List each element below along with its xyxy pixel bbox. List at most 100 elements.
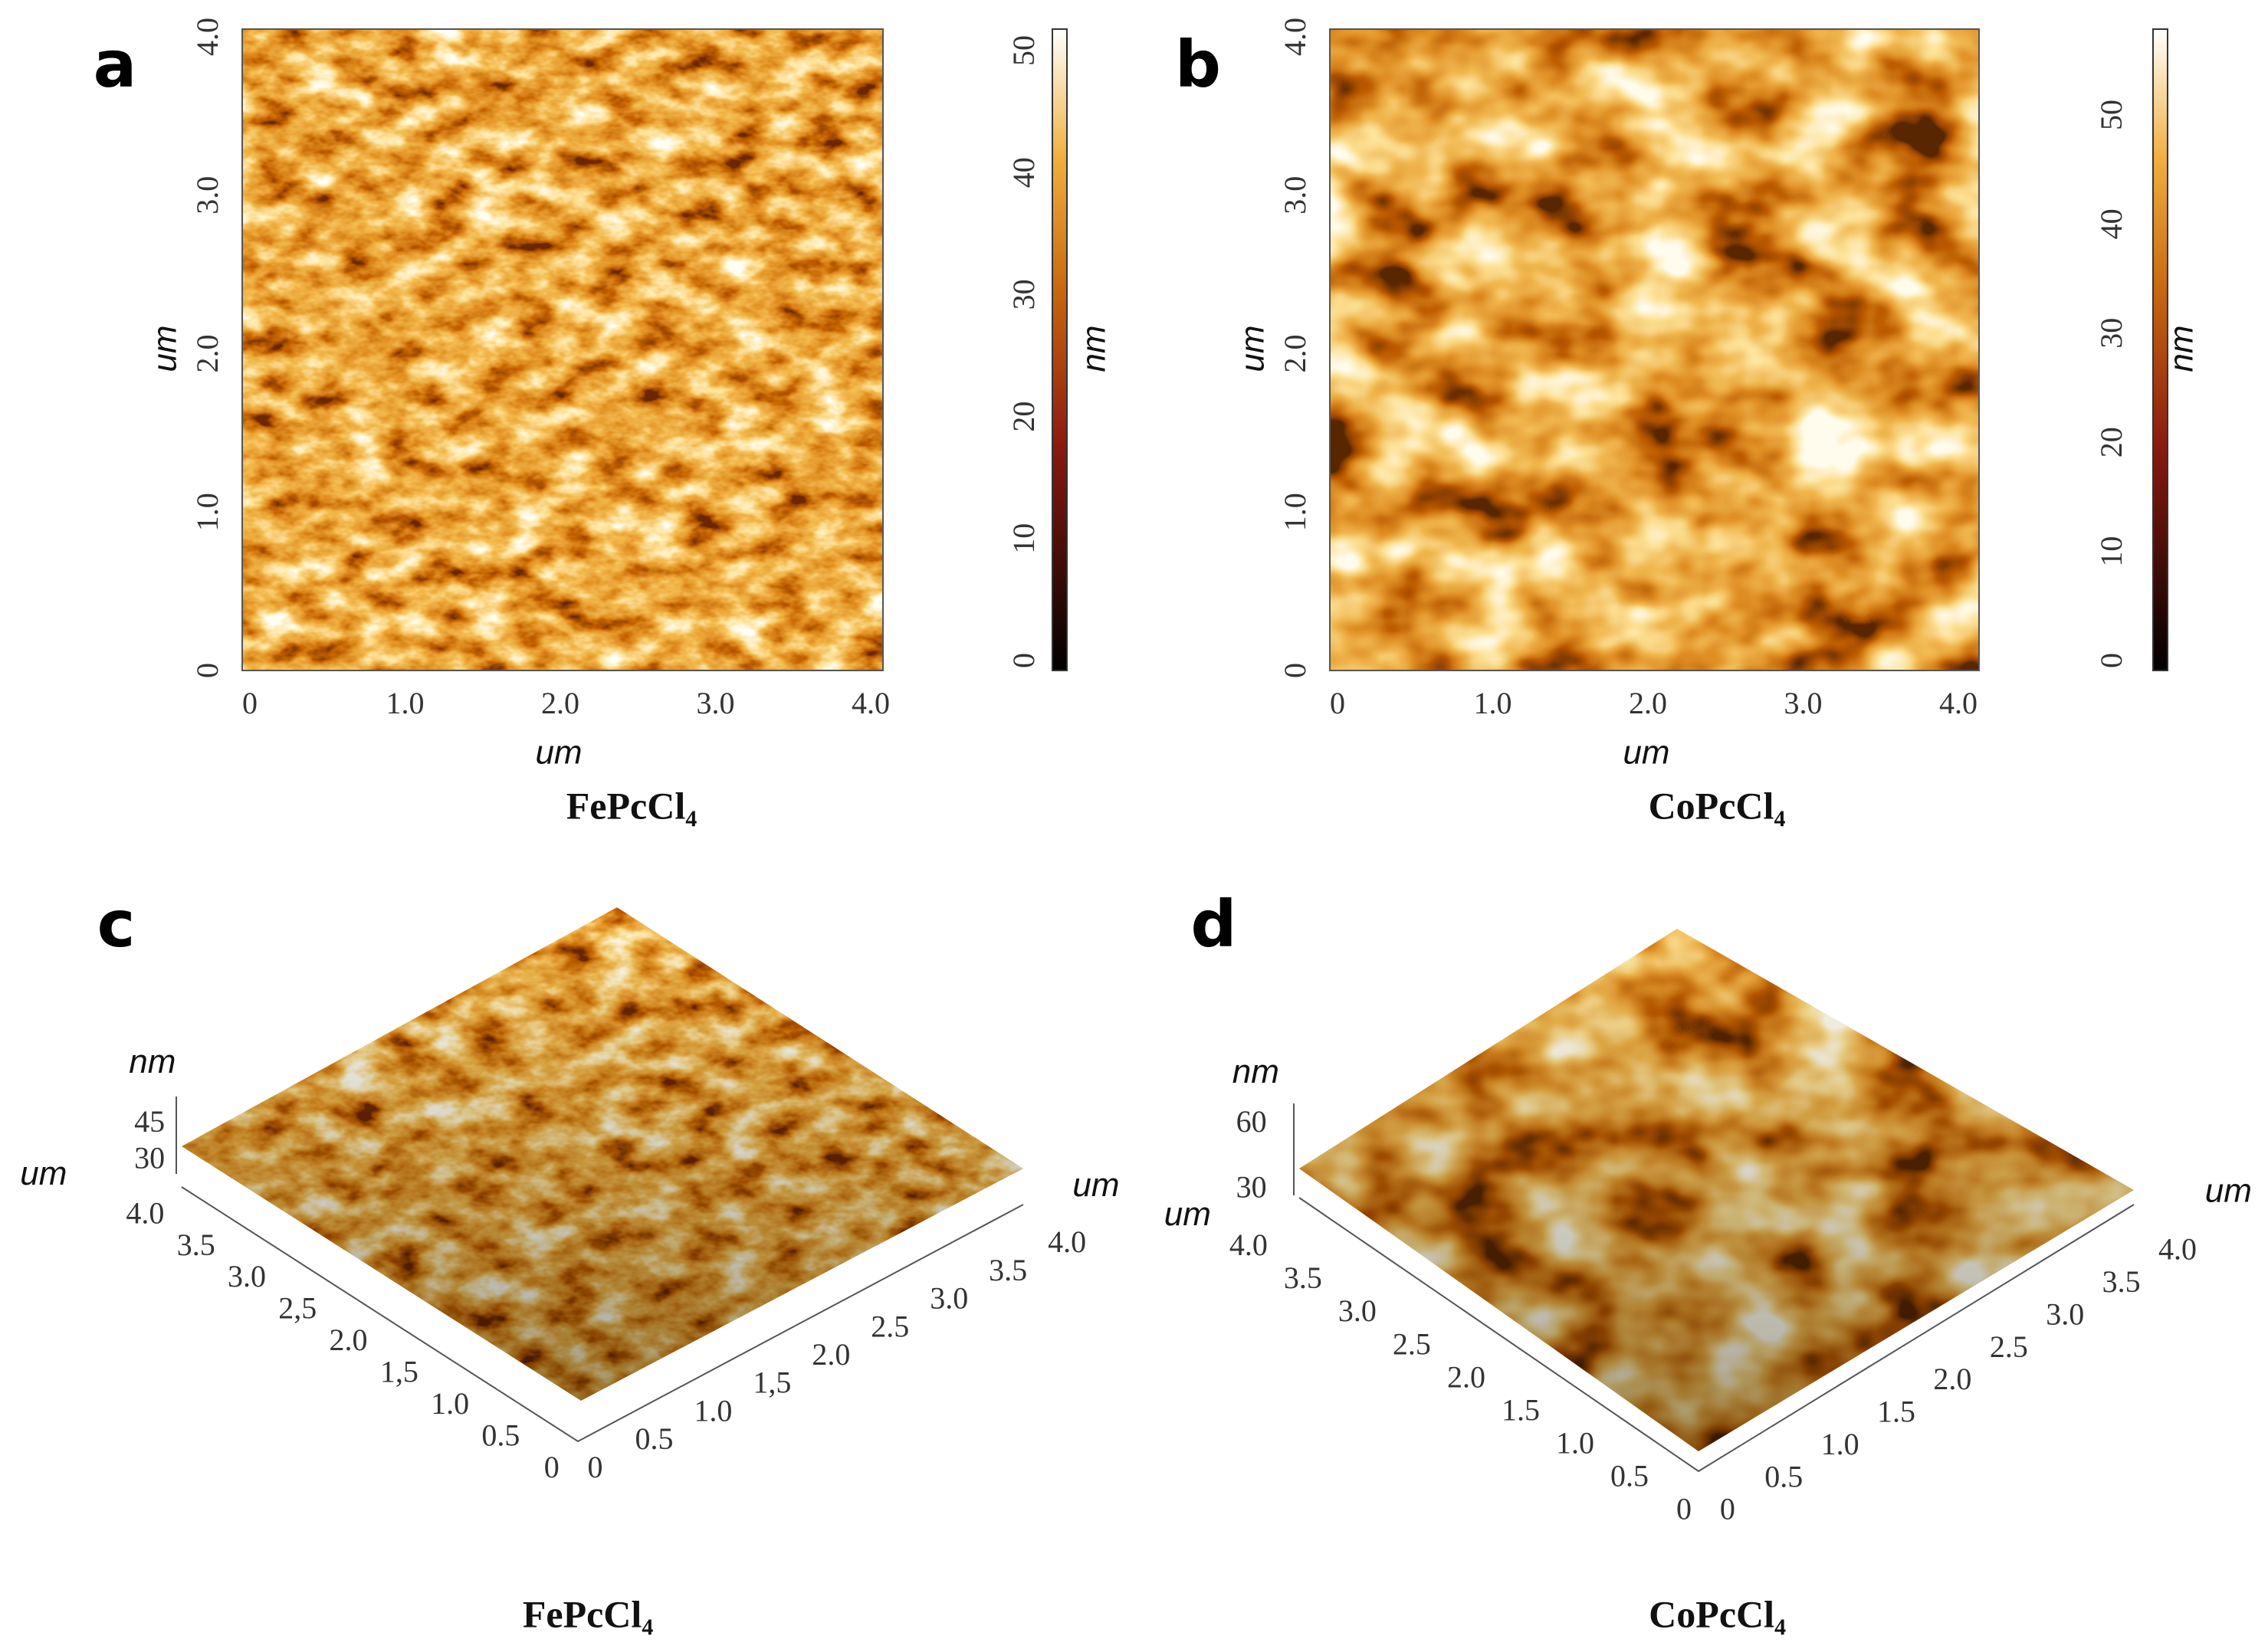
right-tick-label: 0: [588, 1450, 603, 1484]
colorbar-tick-label: 20: [1006, 402, 1041, 432]
left-tick-label: 3.5: [1284, 1261, 1322, 1295]
panel-letter: a: [94, 27, 137, 102]
left-tick-label: 0: [1676, 1492, 1692, 1526]
colorbar-tick-label: 0: [1006, 653, 1041, 668]
y-tick-label: 2.0: [1278, 335, 1312, 373]
left-tick-label: 3.0: [228, 1259, 266, 1293]
panel-letter: b: [1175, 27, 1221, 102]
right-tick-label: 4.0: [1048, 1224, 1086, 1259]
x-axis-label: um: [1623, 734, 1669, 772]
right-tick-label: 2.5: [1990, 1329, 2028, 1364]
colorbar-label: nm: [2163, 325, 2201, 372]
y-tick-label: 3.0: [190, 176, 225, 215]
left-tick-label: 0.5: [481, 1418, 520, 1452]
x-tick-label: 1.0: [386, 686, 425, 720]
afm-map: [1330, 29, 1979, 670]
left-tick-label: 2.0: [1447, 1359, 1485, 1394]
colorbar-tick-label: 30: [2094, 318, 2129, 349]
x-axis-label: um: [535, 734, 582, 772]
right-tick-label: 3.5: [2102, 1264, 2141, 1299]
caption: CoPcCl₄: [1649, 784, 1786, 827]
right-tick-label: 0: [1720, 1492, 1735, 1526]
colorbar-tick-label: 50: [2094, 100, 2129, 130]
y-tick-label: 2.0: [190, 335, 225, 373]
y-axis-label: um: [146, 325, 184, 372]
right-tick-label: 2.5: [871, 1309, 909, 1343]
z-tick-label: 30: [1236, 1169, 1267, 1204]
right-tick-label: 1.5: [1877, 1395, 1915, 1429]
colorbar-tick-label: 10: [1006, 523, 1041, 554]
left-tick-label: 2.0: [330, 1323, 368, 1357]
right-tick-label: 1.0: [694, 1393, 732, 1428]
colorbar-tick-label: 20: [2094, 427, 2129, 457]
left-tick-label: 4.0: [126, 1195, 164, 1230]
colorbar-tick-label: 40: [2094, 208, 2129, 239]
z-tick-label: 60: [1236, 1104, 1267, 1139]
left-axis-label: um: [20, 1155, 67, 1192]
right-axis-label: um: [1072, 1166, 1119, 1204]
left-tick-label: 0: [544, 1450, 560, 1484]
map-frame: [1329, 28, 1980, 671]
right-tick-label: 2.0: [1933, 1362, 1971, 1396]
z-axis-label: nm: [1232, 1053, 1279, 1090]
axis-line: [1298, 1197, 2135, 1473]
right-tick-label: 1.0: [1821, 1427, 1859, 1461]
y-axis-label: um: [1234, 325, 1272, 372]
colorbar-tick-label: 40: [1006, 157, 1041, 188]
right-tick-label: 1,5: [753, 1365, 791, 1400]
z-axis-label: nm: [129, 1043, 176, 1080]
right-tick-label: 3.0: [930, 1281, 968, 1316]
left-axis-label: um: [1164, 1195, 1211, 1233]
x-tick-label: 2.0: [1629, 686, 1667, 720]
right-axis-label: um: [2205, 1172, 2252, 1209]
left-tick-label: 3.0: [1338, 1293, 1377, 1328]
y-tick-label: 1.0: [1278, 493, 1312, 531]
map-frame: [241, 28, 884, 671]
x-tick-label: 4.0: [1939, 686, 1978, 720]
right-tick-label: 2.0: [812, 1337, 850, 1372]
x-tick-label: 0: [242, 686, 258, 720]
colorbar-tick-label: 30: [1006, 279, 1041, 310]
y-tick-label: 4.0: [1278, 18, 1312, 56]
surface-shade: [1299, 929, 2134, 1451]
y-tick-label: 1.0: [190, 493, 225, 531]
left-tick-label: 0.5: [1610, 1459, 1649, 1493]
colorbar-label: nm: [1075, 325, 1113, 372]
left-tick-label: 2.5: [1393, 1326, 1431, 1361]
right-tick-label: 3.5: [989, 1253, 1027, 1287]
panel-letter: c: [97, 887, 136, 962]
x-tick-label: 0: [1330, 686, 1345, 720]
caption: CoPcCl₄: [1649, 1592, 1786, 1635]
colorbar-tick-label: 0: [2094, 653, 2129, 668]
colorbar-tick-label: 50: [1006, 35, 1041, 66]
colorbar-tick-label: 10: [2094, 536, 2129, 567]
axis-line: [181, 1186, 1024, 1443]
panel-letter: d: [1190, 887, 1236, 962]
right-tick-label: 0.5: [1764, 1459, 1803, 1493]
x-tick-label: 3.0: [697, 686, 735, 720]
left-tick-label: 1.0: [431, 1386, 469, 1421]
right-tick-label: 4.0: [2158, 1232, 2197, 1267]
afm-surface: [1299, 929, 2134, 1451]
left-tick-label: 1.0: [1556, 1426, 1594, 1460]
y-tick-label: 0: [190, 663, 225, 678]
colorbar: [1052, 28, 1068, 671]
z-tick-label: 45: [134, 1104, 165, 1139]
left-tick-label: 4.0: [1229, 1228, 1268, 1262]
left-tick-label: 3.5: [177, 1228, 215, 1262]
z-tick-label: 30: [134, 1140, 165, 1175]
right-tick-label: 3.0: [2046, 1297, 2084, 1331]
x-tick-label: 3.0: [1784, 686, 1823, 720]
y-tick-label: 3.0: [1278, 176, 1312, 215]
axes-3d: [176, 1097, 2135, 1473]
caption: FePcCl₄: [523, 1592, 653, 1635]
x-tick-label: 2.0: [541, 686, 579, 720]
y-tick-label: 4.0: [190, 18, 225, 56]
left-tick-label: 1.5: [1502, 1392, 1540, 1427]
afm-map: [242, 29, 883, 670]
y-tick-label: 0: [1278, 663, 1312, 678]
left-tick-label: 1,5: [380, 1355, 418, 1389]
left-tick-label: 2,5: [278, 1291, 317, 1326]
x-tick-label: 4.0: [852, 686, 890, 720]
